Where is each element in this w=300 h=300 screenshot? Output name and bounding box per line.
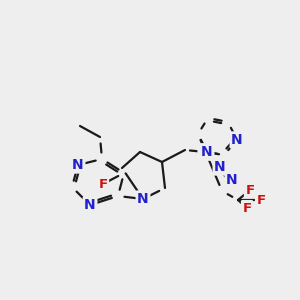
Text: O: O <box>199 145 211 159</box>
Text: F: F <box>98 178 108 190</box>
Text: N: N <box>84 198 96 212</box>
Text: N: N <box>226 173 238 187</box>
Text: N: N <box>137 192 149 206</box>
Text: N: N <box>72 158 84 172</box>
Text: N: N <box>231 133 243 147</box>
Text: N: N <box>214 160 226 174</box>
Text: F: F <box>256 194 266 206</box>
Text: F: F <box>245 184 255 196</box>
Text: N: N <box>201 145 213 159</box>
Text: F: F <box>242 202 252 214</box>
